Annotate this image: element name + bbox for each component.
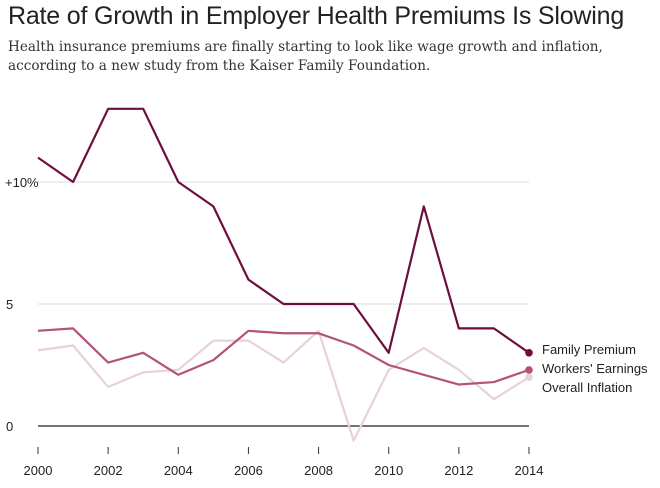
x-tick-label: 2008 [304,463,333,478]
series-line-overall-inflation [37,329,530,442]
y-tick-label: 5 [6,297,13,312]
legend-label: Workers' Earnings [542,361,648,376]
x-tick-label: 2012 [444,463,473,478]
chart-title: Rate of Growth in Employer Health Premiu… [8,2,625,30]
series-line-family-premium [37,107,530,354]
x-tick-label: 2006 [234,463,263,478]
x-tick-label: 2000 [24,463,53,478]
chart-subtitle: Health insurance premiums are finally st… [8,39,603,74]
x-tick-label: 2002 [94,463,123,478]
x-tick-label: 2014 [515,463,544,478]
legend-label: Overall Inflation [542,380,632,395]
x-tick-label: 2004 [164,463,193,478]
series-line-workers-earnings [37,327,530,386]
y-tick-label: +10% [5,175,39,190]
series-end-point [525,349,533,357]
y-tick-label: 0 [6,419,13,434]
x-tick-label: 2010 [374,463,403,478]
series-end-point [525,373,533,382]
series-end-point [525,366,533,374]
legend-label: Family Premium [542,342,636,357]
